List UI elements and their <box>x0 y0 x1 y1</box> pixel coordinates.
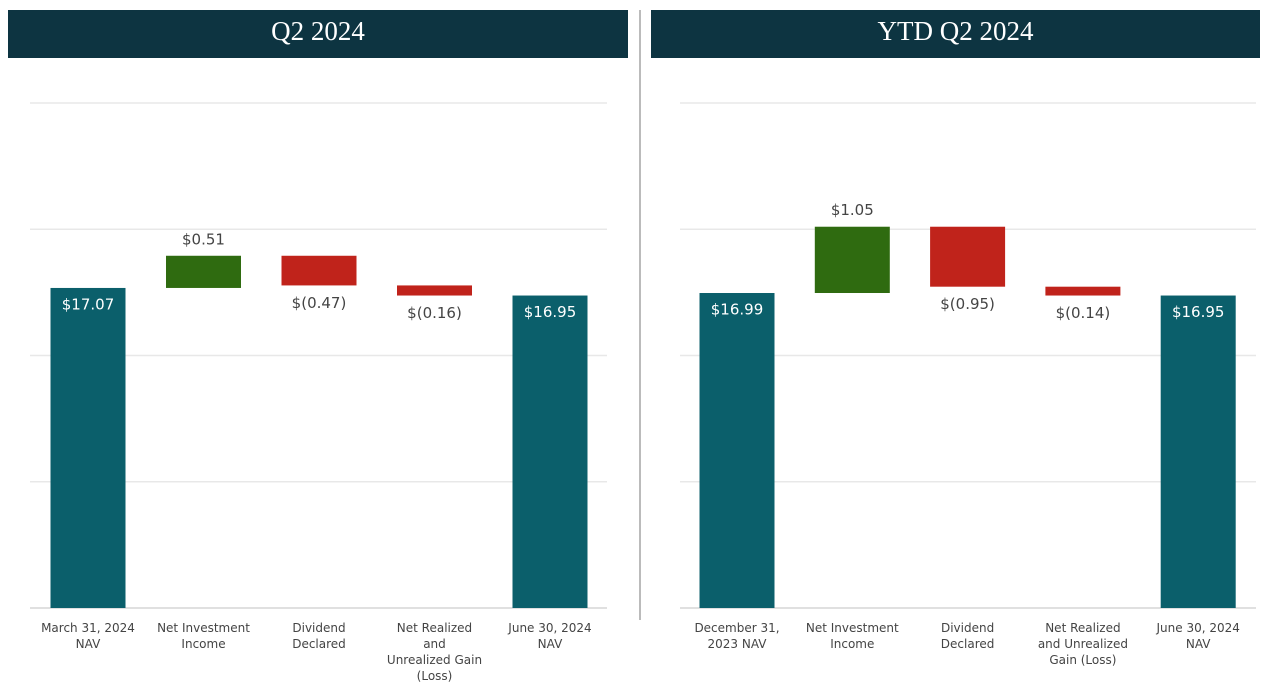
value-label: $1.05 <box>831 201 874 219</box>
value-label: $(0.16) <box>407 304 462 322</box>
bar <box>930 226 1006 287</box>
value-label: $(0.47) <box>292 294 347 312</box>
chart-title: Q2 2024 <box>271 16 365 46</box>
chart-title: YTD Q2 2024 <box>878 16 1034 46</box>
x-tick-label: Net Investment Income <box>806 621 899 651</box>
value-label: $(0.95) <box>940 295 995 313</box>
x-tick-label: June 30, 2024 NAV <box>507 621 591 651</box>
value-label: $16.99 <box>711 301 764 319</box>
x-tick-label: June 30, 2024 NAV <box>1156 621 1240 651</box>
bar <box>512 295 588 608</box>
x-tick-label: Net Investment Income <box>157 621 250 651</box>
bar <box>166 255 241 288</box>
x-tick-label: Dividend Declared <box>941 621 995 651</box>
x-tick-label: March 31, 2024 NAV <box>41 621 135 651</box>
bar <box>397 285 472 296</box>
header <box>8 10 628 58</box>
bar <box>281 255 357 286</box>
bar <box>814 226 890 294</box>
value-label: $17.07 <box>62 295 115 313</box>
x-tick-label: Net Realized and Unrealized Gain (Loss) <box>1038 621 1128 667</box>
bar <box>699 293 775 608</box>
bar <box>50 287 126 608</box>
value-label: $16.95 <box>1172 303 1225 321</box>
header <box>651 10 1260 58</box>
value-label: $(0.14) <box>1056 304 1111 322</box>
value-label: $0.51 <box>182 230 225 248</box>
x-tick-label: Net Realized and Unrealized Gain (Loss) <box>387 621 482 683</box>
bar <box>1045 286 1121 296</box>
value-label: $16.95 <box>524 303 577 321</box>
x-tick-label: December 31, 2023 NAV <box>694 621 779 651</box>
bar <box>1160 295 1236 608</box>
x-tick-label: Dividend Declared <box>292 621 346 651</box>
